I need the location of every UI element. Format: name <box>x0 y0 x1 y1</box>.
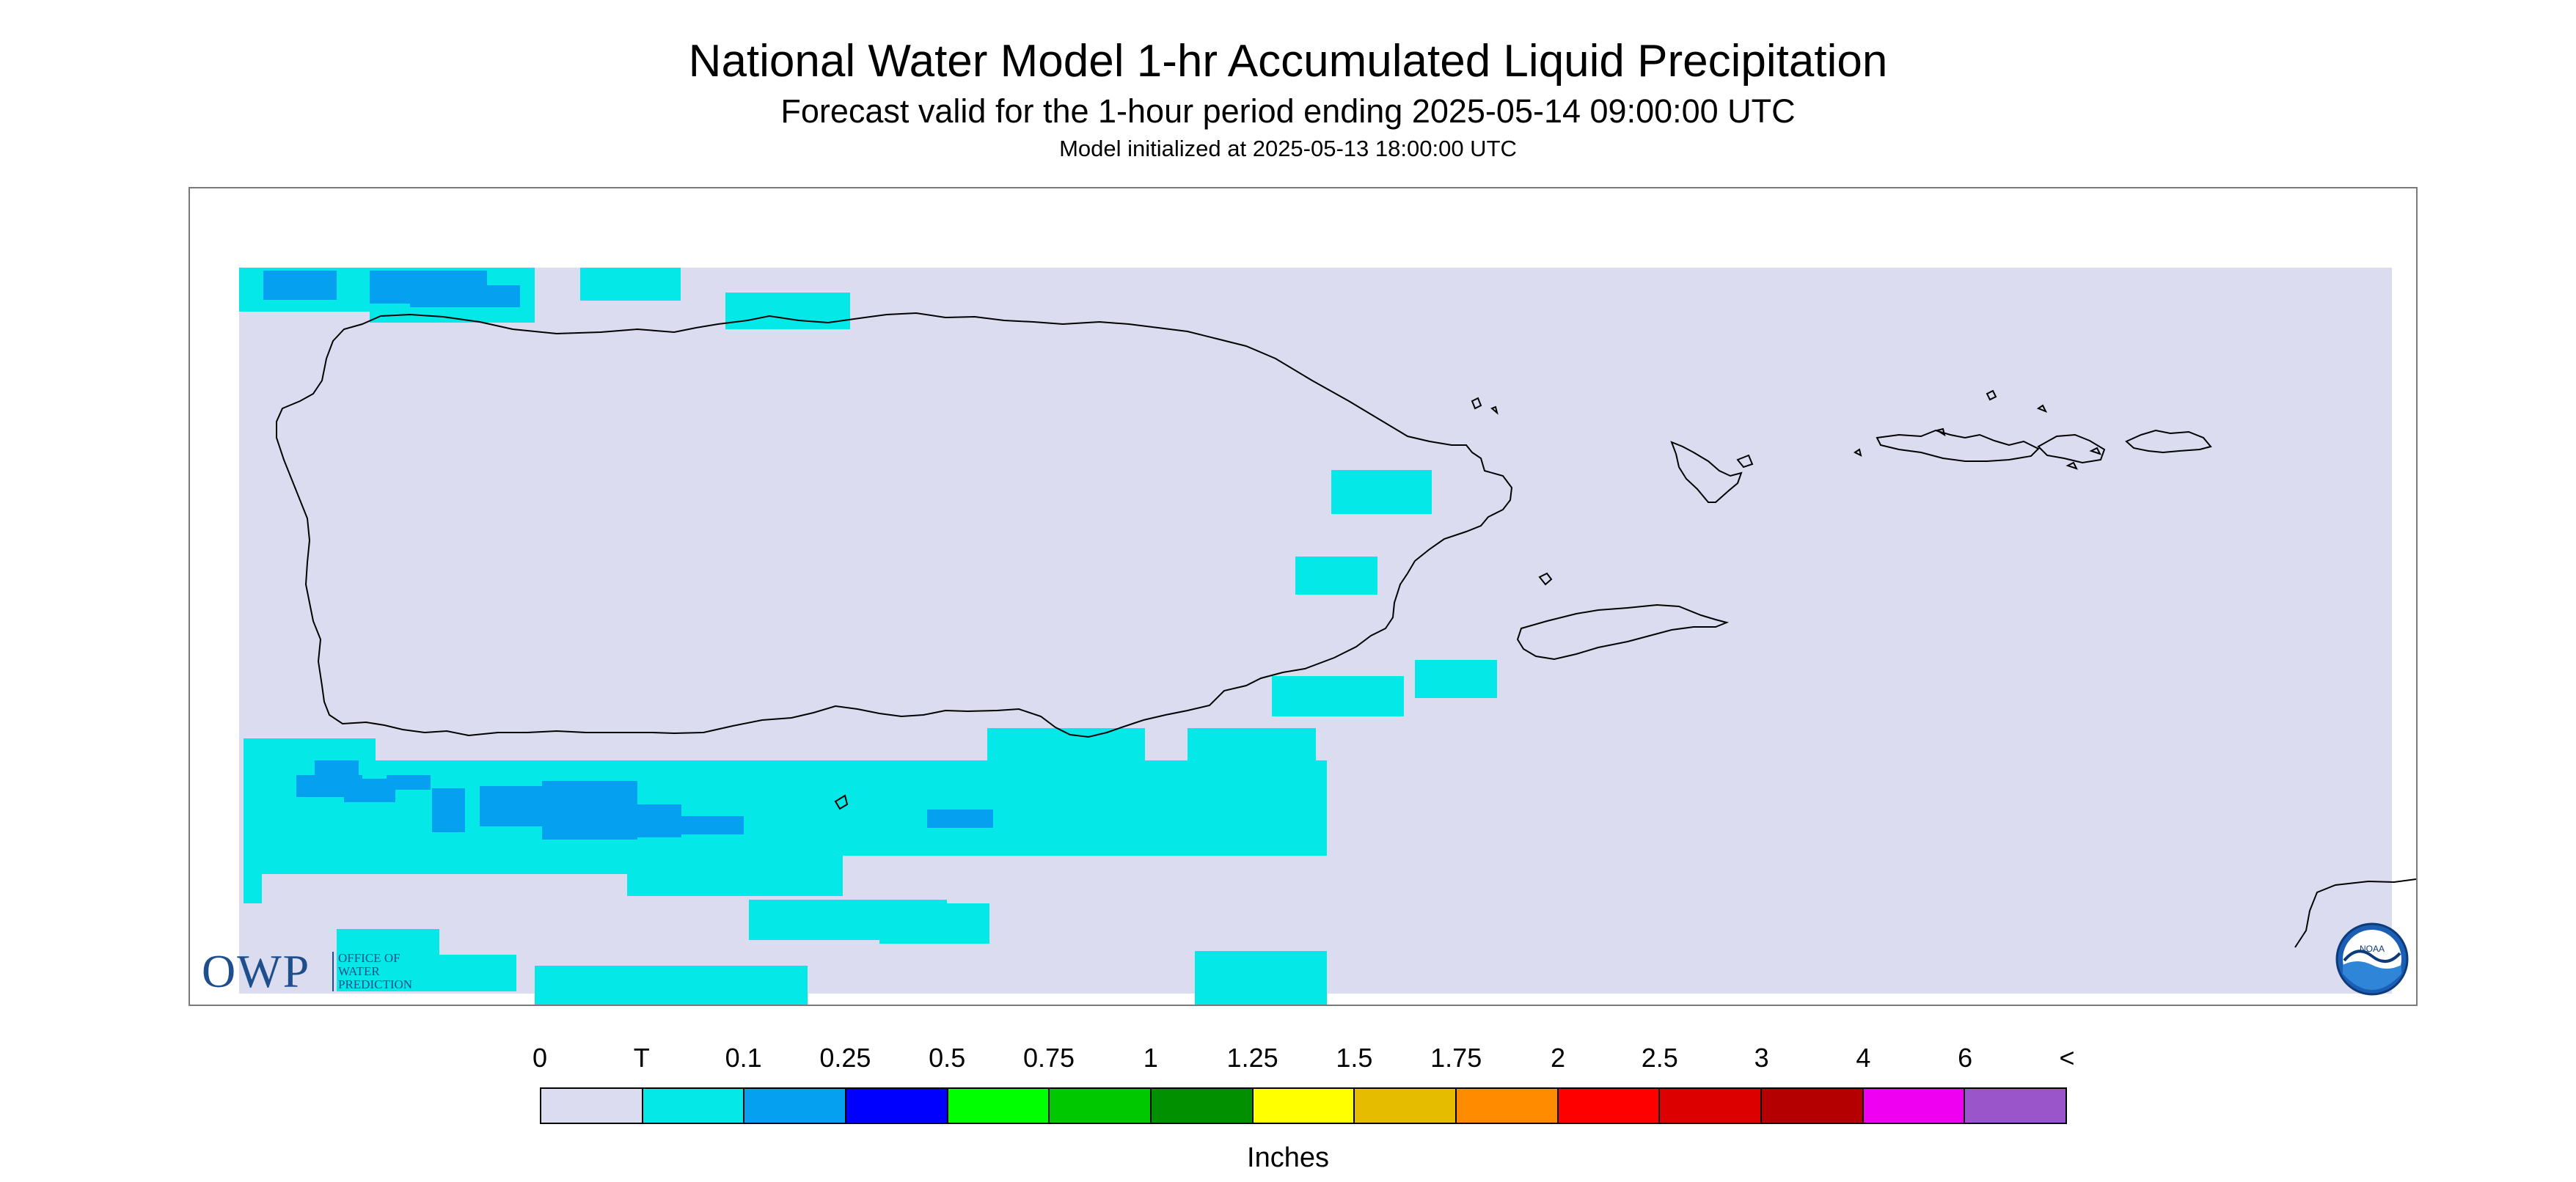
vi-cays <box>1854 389 2101 470</box>
colorbar-swatch <box>1253 1089 1355 1123</box>
colorbar-swatch <box>1965 1089 2066 1123</box>
colorbar-tick-label: 0.75 <box>1022 1043 1075 1073</box>
colorbar-tick-label: T <box>633 1043 650 1073</box>
colorbar-swatch <box>1660 1089 1763 1123</box>
colorbar-tick-label: 0.5 <box>929 1043 966 1073</box>
tortola-outline <box>2125 429 2212 454</box>
colorbar-tick-label: 1.5 <box>1336 1043 1373 1073</box>
coastlines <box>276 312 2416 948</box>
inland-islet <box>834 794 849 810</box>
colorbar-tick-label: 3 <box>1754 1043 1769 1073</box>
noaa-text: NOAA <box>2360 944 2385 954</box>
colorbar-tick-label: 1 <box>1143 1043 1158 1073</box>
islet-near-pr <box>1471 397 1499 415</box>
field-edge-right <box>2341 268 2392 348</box>
colorbar-swatch <box>1762 1089 1864 1123</box>
colorbar-swatch <box>541 1089 643 1123</box>
owp-line-3: PREDICTION <box>338 977 413 991</box>
owp-logo-letters: OWP <box>202 945 311 997</box>
st-john-outline <box>2037 433 2106 464</box>
map-canvas <box>239 268 2416 1005</box>
colorbar-units: Inches <box>1247 1142 1329 1173</box>
colorbar-swatch <box>948 1089 1050 1123</box>
colorbar-swatch <box>1050 1089 1152 1123</box>
colorbar-tick-label: 4 <box>1856 1043 1871 1073</box>
colorbar-swatch <box>1152 1089 1254 1123</box>
colorbar-swatch <box>1863 1089 1966 1123</box>
colorbar <box>540 1087 2067 1124</box>
vieques-islet <box>1538 572 1553 586</box>
colorbar-tick-label: < <box>2059 1043 2075 1073</box>
model-init-time: Model initialized at 2025-05-13 18:00:00… <box>1059 136 1517 161</box>
owp-logo-text: OFFICE OF WATER PREDICTION <box>332 952 412 991</box>
owp-line-1: OFFICE OF <box>338 951 400 965</box>
vieques-outline <box>1516 603 1730 661</box>
colorbar-tick-label: 0.25 <box>819 1043 871 1073</box>
colorbar-swatch <box>846 1089 948 1123</box>
colorbar-tick-label: 0 <box>532 1043 548 1073</box>
culebra-outline <box>1670 441 1743 503</box>
colorbar-tick-label: 1.75 <box>1430 1043 1482 1073</box>
puerto-rico-outline <box>276 312 1513 738</box>
culebrita-islet <box>1736 454 1754 469</box>
trace-precip-cells <box>239 268 1497 1005</box>
colorbar-legend: 0 T 0.1 0.25 0.5 0.75 1 1.25 1.5 1.75 2 2.5 3 4 6 < Inc… <box>0 1027 2576 1173</box>
colorbar-tick-label: 2 <box>1550 1043 1566 1073</box>
map-subtitle: Forecast valid for the 1-hour period end… <box>780 92 1796 130</box>
colorbar-swatch <box>1457 1089 1559 1123</box>
precipitation-map <box>189 187 2418 1006</box>
colorbar-swatch <box>744 1089 847 1123</box>
colorbar-tick-label: 0.1 <box>725 1043 762 1073</box>
noaa-logo: NOAA <box>2335 922 2409 996</box>
light-precip-cells <box>263 271 993 840</box>
colorbar-swatch <box>1355 1089 1457 1123</box>
colorbar-tick-label: 2.5 <box>1641 1043 1678 1073</box>
field-background <box>239 268 2392 994</box>
colorbar-tick-label: 1.25 <box>1226 1043 1278 1073</box>
owp-line-2: WATER <box>338 964 380 978</box>
colorbar-swatch <box>643 1089 745 1123</box>
colorbar-swatch <box>1558 1089 1661 1123</box>
map-title: National Water Model 1-hr Accumulated Li… <box>688 36 1888 87</box>
colorbar-tick-label: 6 <box>1958 1043 1973 1073</box>
st-croix-outline <box>2294 878 2416 948</box>
